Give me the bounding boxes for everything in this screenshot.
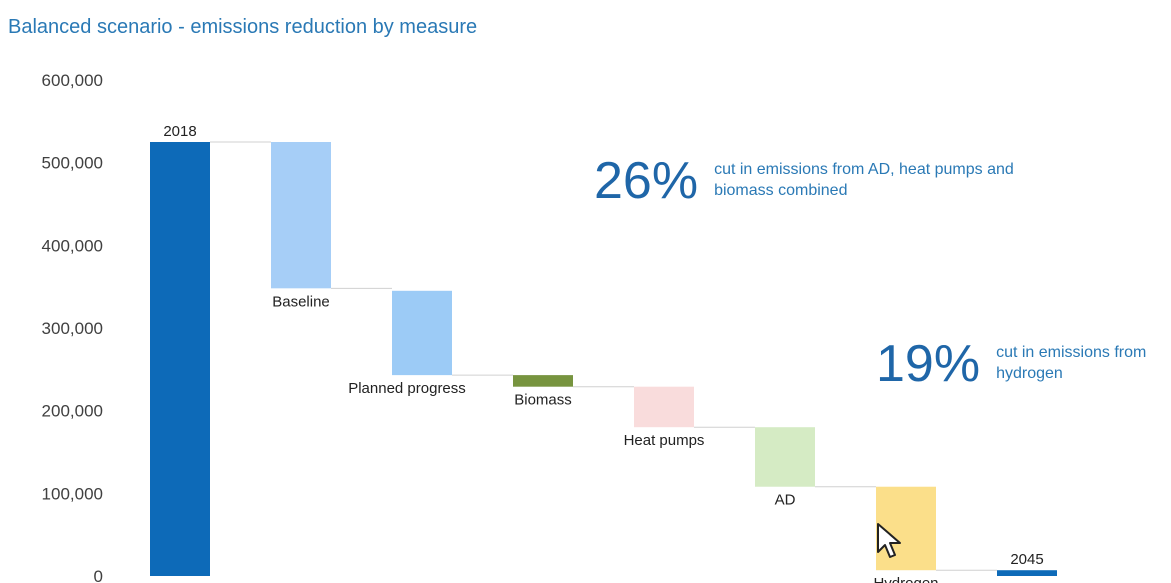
- bar-label-hydrogen: Hydrogen: [873, 575, 938, 583]
- y-tick-label: 500,000: [42, 154, 103, 173]
- y-tick-label: 100,000: [42, 484, 103, 503]
- callout-hydrogen: 19% cut in emissions from hydrogen: [876, 338, 1156, 390]
- bar-biomass: [513, 375, 573, 387]
- bar-planned-progress: [392, 290, 452, 376]
- mouse-cursor-icon: [877, 523, 901, 558]
- bar-label-2018: 2018: [163, 123, 196, 140]
- bar-label-biomass: Biomass: [514, 392, 572, 409]
- y-tick-label: 200,000: [42, 402, 103, 421]
- bar-label-ad: AD: [775, 492, 796, 509]
- y-tick-label: 300,000: [42, 319, 103, 338]
- bars: [150, 142, 1057, 576]
- y-tick-label: 400,000: [42, 236, 103, 255]
- bar-heat-pumps: [634, 386, 694, 428]
- callout-text: cut in emissions from hydrogen: [996, 344, 1147, 382]
- bar-2018: [150, 142, 210, 576]
- callout-value: 19%: [876, 335, 981, 393]
- bar-2045: [997, 570, 1057, 576]
- connector-lines: [210, 141, 997, 571]
- y-tick-label: 600,000: [42, 71, 103, 90]
- y-axis: 0 100,000 200,000 300,000 400,000 500,000 600,…: [42, 71, 103, 583]
- y-tick-label: 0: [94, 567, 103, 583]
- callout-text: cut in emissions from AD, heat pumps and…: [714, 161, 1014, 199]
- bar-label-baseline: Baseline: [272, 293, 330, 310]
- callout-ad-heatpumps-biomass: 26% cut in emissions from AD, heat pumps…: [594, 155, 1024, 207]
- bar-ad: [755, 427, 815, 487]
- bar-label-heat-pumps: Heat pumps: [624, 432, 705, 449]
- chart-title: Balanced scenario - emissions reduction …: [8, 16, 478, 38]
- bar-label-planned-progress: Planned progress: [348, 380, 466, 397]
- bar-labels: 2018 Baseline Planned progress Biomass Heat …: [163, 123, 1043, 583]
- bar-hydrogen: [876, 486, 936, 571]
- bar-label-2045: 2045: [1010, 551, 1043, 568]
- bar-baseline: [271, 142, 331, 289]
- callout-value: 26%: [594, 152, 699, 210]
